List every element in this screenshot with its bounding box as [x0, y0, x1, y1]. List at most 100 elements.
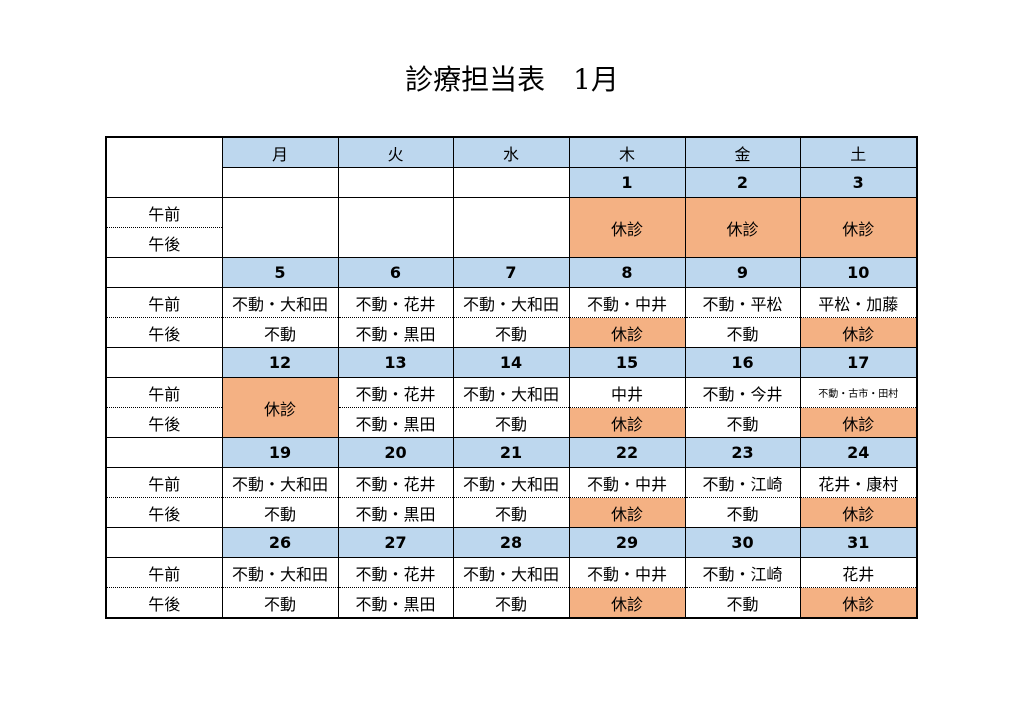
- doctor-cell: 不動・大和田: [452, 287, 570, 318]
- am-label: 午前: [105, 467, 223, 498]
- date-cell: 23: [684, 437, 801, 468]
- doctor-cell: 不動: [684, 317, 801, 348]
- am-row: 午前 不動・大和田 不動・花井 不動・大和田 不動・中井 不動・平松 平松・加藤: [105, 287, 918, 318]
- am-row: 午前 不動・大和田 不動・花井 不動・大和田 不動・中井 不動・江崎 花井: [105, 557, 918, 588]
- doctor-cell: 不動・中井: [568, 287, 686, 318]
- closed-cell: 休診: [799, 317, 918, 348]
- date-row-spacer: [105, 437, 223, 468]
- weekday-header-row: 月 火 水 木 金 土: [105, 136, 918, 198]
- pm-label: 午後: [105, 407, 223, 438]
- corner-cell: [105, 136, 223, 198]
- doctor-cell: 不動・大和田: [221, 557, 339, 588]
- date-cell: 5: [221, 257, 339, 288]
- date-cell: 16: [684, 347, 801, 378]
- weekday-fri: 金: [684, 136, 801, 168]
- closed-cell: 休診: [799, 587, 918, 619]
- closed-cell: 休診: [799, 497, 918, 528]
- doctor-cell: 不動・大和田: [452, 377, 570, 408]
- doctor-cell: 不動・花井: [337, 377, 454, 408]
- am-label: 午前: [105, 287, 223, 318]
- doctor-cell: 不動: [221, 497, 339, 528]
- doctor-cell: 不動・黒田: [337, 587, 454, 619]
- pm-label: 午後: [105, 587, 223, 619]
- doctor-cell: 不動: [684, 497, 801, 528]
- doctor-cell: 不動・江崎: [684, 467, 801, 498]
- doctor-cell: 中井: [568, 377, 686, 408]
- doctor-cell: 不動: [221, 317, 339, 348]
- doctor-cell: 不動・大和田: [452, 557, 570, 588]
- weekday-tue: 火: [337, 136, 454, 168]
- date-cell: 26: [221, 527, 339, 558]
- pm-row: 午後 不動 不動・黒田 不動 休診 不動 休診: [105, 497, 918, 528]
- empty-cell: [452, 197, 570, 258]
- date-cell: 21: [452, 437, 570, 468]
- date-cell: 28: [452, 527, 570, 558]
- date-row: 26 27 28 29 30 31: [105, 527, 918, 558]
- pm-label: 午後: [105, 497, 223, 528]
- doctor-cell: 不動・花井: [337, 557, 454, 588]
- doctor-cell: 不動・花井: [337, 467, 454, 498]
- doctor-cell: 花井・康村: [799, 467, 918, 498]
- pm-label: 午後: [105, 227, 223, 258]
- doctor-cell: 不動: [452, 497, 570, 528]
- closed-cell: 休診: [684, 197, 801, 258]
- closed-cell: 休診: [568, 317, 686, 348]
- date-cell: 2: [684, 167, 801, 198]
- am-row: 午前 休診 休診 休診: [105, 197, 918, 258]
- doctor-cell: 不動: [452, 317, 570, 348]
- doctor-cell: 不動・今井: [684, 377, 801, 408]
- date-cell: 19: [221, 437, 339, 468]
- doctor-cell: 不動・平松: [684, 287, 801, 318]
- date-cell: 8: [568, 257, 686, 288]
- doctor-cell: 不動・大和田: [452, 467, 570, 498]
- am-row: 午前 不動・大和田 不動・花井 不動・大和田 不動・中井 不動・江崎 花井・康村: [105, 467, 918, 498]
- date-cell: 22: [568, 437, 686, 468]
- empty-cell: [221, 197, 339, 258]
- page-title: 診療担当表 1月: [405, 63, 619, 96]
- date-cell: 1: [568, 167, 686, 198]
- date-row: 12 13 14 15 16 17: [105, 347, 918, 378]
- doctor-cell: 不動: [684, 407, 801, 438]
- date-cell: 6: [337, 257, 454, 288]
- date-cell: 27: [337, 527, 454, 558]
- doctor-cell: 不動・花井: [337, 287, 454, 318]
- date-cell: 7: [452, 257, 570, 288]
- date-cell: 3: [799, 167, 918, 198]
- weekday-wed: 水: [452, 136, 570, 168]
- date-cell: 24: [799, 437, 918, 468]
- schedule-table: 月 火 水 木 金 土 1 2 3 午前 休診 休診 休診 午後 5 6 7 8…: [105, 136, 918, 619]
- pm-label: 午後: [105, 317, 223, 348]
- weekday-thu: 木: [568, 136, 686, 168]
- doctor-cell: 不動・中井: [568, 557, 686, 588]
- date-cell: 9: [684, 257, 801, 288]
- doctor-cell: 不動・中井: [568, 467, 686, 498]
- am-label: 午前: [105, 557, 223, 588]
- pm-row: 午後 不動・黒田 不動 休診 不動 休診: [105, 407, 918, 438]
- doctor-cell: 不動・黒田: [337, 497, 454, 528]
- date-cell: 30: [684, 527, 801, 558]
- date-cell-empty: [221, 167, 339, 198]
- closed-cell: 休診: [568, 587, 686, 619]
- date-cell: 17: [799, 347, 918, 378]
- date-cell: 12: [221, 347, 339, 378]
- date-cell: 20: [337, 437, 454, 468]
- doctor-cell: 不動・古市・田村: [799, 377, 918, 408]
- date-row: 19 20 21 22 23 24: [105, 437, 918, 468]
- doctor-cell: 不動: [452, 587, 570, 619]
- closed-cell: 休診: [221, 377, 339, 438]
- date-cell-empty: [452, 167, 570, 198]
- doctor-cell: 不動: [221, 587, 339, 619]
- date-row-spacer: [105, 527, 223, 558]
- date-cell-empty: [337, 167, 454, 198]
- am-label: 午前: [105, 377, 223, 408]
- doctor-cell: 不動: [452, 407, 570, 438]
- weekday-sat: 土: [799, 136, 918, 168]
- closed-cell: 休診: [568, 497, 686, 528]
- date-cell: 29: [568, 527, 686, 558]
- date-row: 1 2 3: [106, 167, 918, 198]
- doctor-cell: 不動・江崎: [684, 557, 801, 588]
- closed-cell: 休診: [568, 197, 686, 258]
- date-cell: 13: [337, 347, 454, 378]
- doctor-cell: 不動・黒田: [337, 407, 454, 438]
- pm-row: 午後: [105, 227, 917, 258]
